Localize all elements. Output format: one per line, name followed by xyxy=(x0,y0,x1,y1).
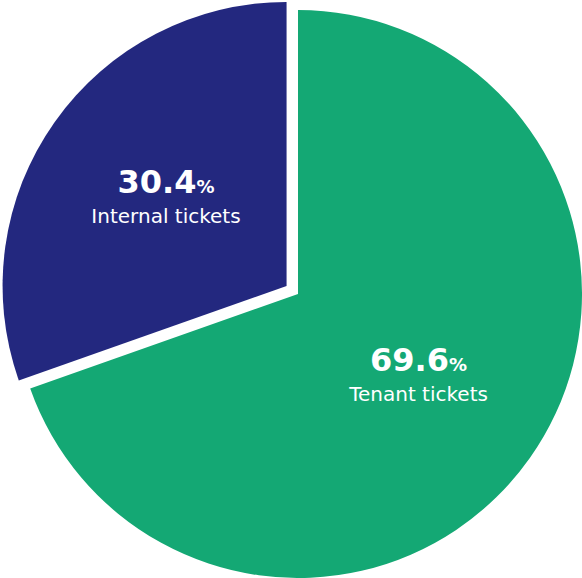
svg-text:69.6%: 69.6% xyxy=(370,341,467,379)
svg-text:Internal tickets: Internal tickets xyxy=(91,204,240,228)
svg-text:30.4%: 30.4% xyxy=(118,163,215,201)
svg-text:Tenant tickets: Tenant tickets xyxy=(348,382,488,406)
